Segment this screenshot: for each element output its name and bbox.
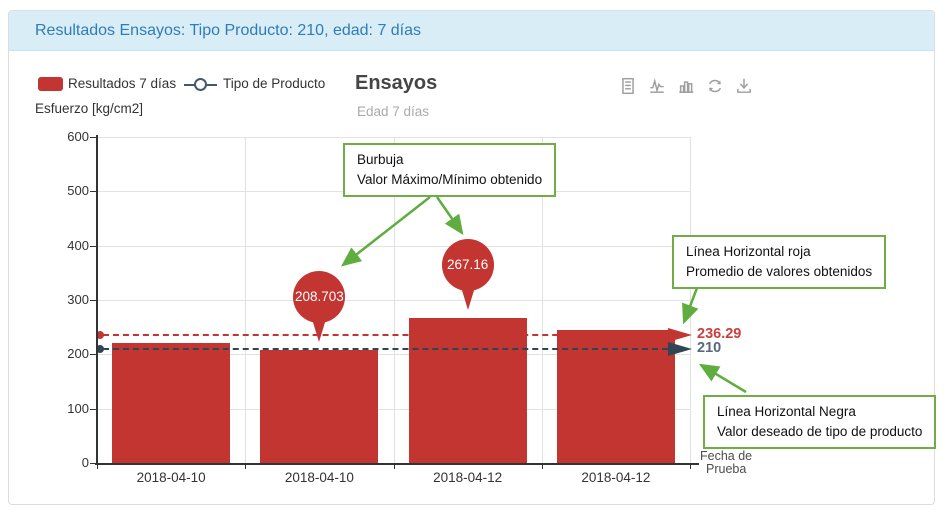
line-chart-icon[interactable] [648,77,666,95]
grid-line-vertical [541,137,543,463]
y-axis-tick-label: 200 [67,346,89,362]
y-axis-tick [90,245,96,247]
legend-bar-swatch[interactable] [38,77,63,91]
grid-line-vertical [393,137,395,463]
annotation-red-line2: Promedio de valores obtenidos [686,264,873,279]
reference-line-label: 210 [697,339,722,356]
reference-line-arrowhead [668,341,692,356]
line-segment [184,83,195,86]
y-axis-tick [90,137,96,138]
save-image-icon[interactable] [735,77,753,95]
x-axis-line [95,463,699,465]
bar-chart-icon[interactable] [677,77,695,95]
annotation-black-line2: Valor deseado de tipo de producto [717,424,923,439]
y-axis-tick [90,300,96,301]
x-axis-tick [541,464,543,469]
value-bubble: 267.16 [441,238,494,291]
panel-title: Resultados Ensayos: Tipo Producto: 210, … [35,21,422,39]
x-axis-tick [97,464,98,469]
x-axis-tick [393,464,395,469]
chart-subtitle: Edad 7 días [357,104,430,119]
reference-line [103,347,668,350]
x-axis-name-line2: Prueba [706,462,747,476]
y-axis-tick-label: 300 [67,292,89,307]
line-segment [206,83,217,86]
annotation-bubble: Burbuja Valor Máximo/Mínimo obtenido [343,143,557,197]
legend-line-circle-icon[interactable] [184,78,218,91]
reference-line-dot [96,344,104,353]
x-axis-name: Fecha de Prueba [700,450,752,476]
x-axis-tick [245,464,247,469]
y-axis-tick-label: 400 [67,237,89,253]
y-axis-name: Esfuerzo [kg/cm2] [35,101,144,116]
data-view-icon[interactable] [619,77,637,95]
y-axis-tick [90,408,96,410]
bar[interactable] [112,343,231,463]
reference-line-arrowhead [668,327,692,342]
annotation-bubble-line1: Burbuja [357,152,404,167]
value-bubble: 208.703 [293,270,346,323]
bar[interactable] [556,329,675,463]
chart-toolbox [619,77,753,95]
annotation-red-line1: Línea Horizontal roja [686,244,811,259]
annotation-black-line: Línea Horizontal Negra Valor deseado de … [703,395,937,449]
annotation-red-line: Línea Horizontal roja Promedio de valore… [672,235,887,289]
restore-icon[interactable] [706,77,724,95]
legend-item-tipo-producto[interactable]: Tipo de Producto [223,76,326,91]
x-axis-name-line1: Fecha de [700,449,753,463]
reference-line-dot [96,330,104,339]
grid-line-vertical [245,137,247,463]
grid-line-vertical [690,137,691,463]
y-axis-tick [90,191,96,193]
reference-line [103,333,668,336]
x-axis-category-label: 2018-04-12 [581,470,651,485]
x-axis-category-label: 2018-04-10 [136,470,206,485]
x-axis-tick [690,464,691,469]
annotation-black-line1: Línea Horizontal Negra [717,404,856,419]
y-axis-tick [90,463,96,464]
y-axis-tick-label: 500 [67,183,89,199]
y-axis-tick-label: 100 [67,400,89,416]
x-axis-category-label: 2018-04-12 [433,470,503,485]
reference-line-label: 236.29 [697,325,742,342]
bar[interactable] [260,349,379,463]
chart-title: Ensayos [355,72,438,94]
x-axis-category-label: 2018-04-10 [284,470,354,485]
legend-item-resultados[interactable]: Resultados 7 días [68,76,177,91]
y-axis-tick-label: 600 [67,129,89,144]
annotation-bubble-line2: Valor Máximo/Mínimo obtenido [357,172,543,187]
circle-marker [194,78,207,91]
y-axis-line [96,135,98,464]
bar[interactable] [408,317,527,463]
y-axis-tick [90,354,96,356]
panel-heading: Resultados Ensayos: Tipo Producto: 210, … [9,11,934,51]
y-axis-tick-label: 0 [81,455,89,470]
